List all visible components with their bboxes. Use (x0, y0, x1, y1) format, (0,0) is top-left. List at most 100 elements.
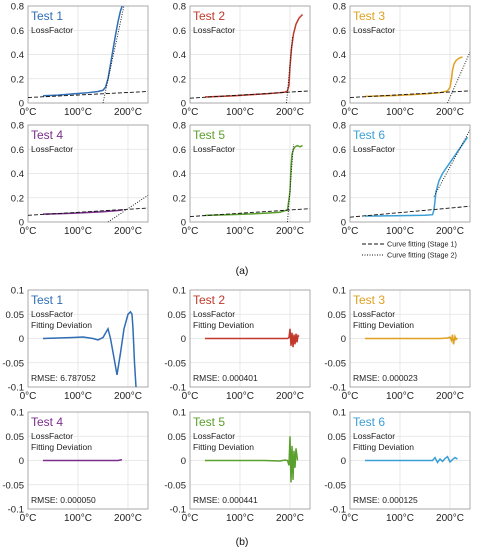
y-tick-label: 0 (181, 456, 186, 467)
y-tick-label: 0 (341, 99, 346, 110)
x-tick-label: 100°C (386, 226, 414, 237)
series-group (205, 436, 299, 483)
x-tick-label: 100°C (386, 107, 414, 118)
rmse-label: RMSE: 6.787052 (31, 373, 96, 383)
x-tick-label: 100°C (226, 226, 254, 237)
data-series-line (205, 436, 299, 483)
plot-frame (27, 411, 149, 510)
chart-label: Fitting Deviation (353, 442, 414, 452)
y-tick-label: 0 (341, 334, 346, 345)
rmse-label: RMSE: 0.000023 (353, 373, 418, 383)
fit-stage1-line (190, 90, 310, 99)
x-tick-label: 0°C (182, 513, 199, 524)
y-tick-label: -0.05 (2, 480, 24, 491)
y-tick-label: 0.2 (333, 193, 346, 204)
fit-stage1-line (28, 91, 148, 98)
legend-stage1-label: Curve fitting (Stage 1) (387, 240, 457, 249)
y-tick-label: 0.05 (328, 432, 347, 443)
chart-5: 0°C 100°C 200°C 0 0.2 0.4 0.6 0.8 Test 5 LossFact… (173, 121, 311, 237)
chart-title: Test 1 (31, 293, 63, 307)
x-tick-label: 200°C (276, 226, 304, 237)
chart-label: Fitting Deviation (353, 320, 414, 330)
y-tick-label: 0.1 (11, 286, 24, 297)
charts-layer: 0°C 100°C 200°C 0 0.2 0.4 0.6 0.8 Test 1 LossFact… (2, 2, 471, 524)
x-tick-label: 100°C (226, 391, 254, 402)
x-tick-label: 0°C (342, 107, 359, 118)
x-tick-label: 0°C (342, 391, 359, 402)
data-series-line (205, 328, 300, 348)
chart-title: Test 5 (193, 128, 225, 142)
x-tick-label: 0°C (182, 391, 199, 402)
plot-frame (189, 289, 311, 388)
chart-label: Fitting Deviation (31, 442, 92, 452)
y-tick-label: 0 (181, 218, 186, 229)
x-tick-label: 100°C (386, 513, 414, 524)
x-tick-label: 200°C (436, 513, 464, 524)
plot-frame (349, 411, 471, 510)
data-series-line (42, 6, 123, 97)
x-tick-label: 200°C (436, 226, 464, 237)
y-tick-label: 0.05 (6, 432, 25, 443)
y-tick-label: 0 (19, 456, 24, 467)
chart-title: Test 1 (31, 9, 63, 23)
x-tick-label: 0°C (20, 391, 37, 402)
plot-frame (189, 411, 311, 510)
chart-label: LossFactor (193, 144, 235, 154)
data-series-line (365, 455, 458, 464)
fit-stage2-line (107, 194, 148, 222)
y-tick-label: 0.2 (11, 193, 24, 204)
plot-frame (27, 5, 149, 104)
plot-frame (349, 124, 471, 223)
fit-stage2-line (433, 129, 470, 197)
y-tick-label: 0 (19, 99, 24, 110)
x-tick-label: 100°C (64, 107, 92, 118)
chart-label: LossFactor (31, 25, 73, 35)
fit-stage1-line (350, 205, 470, 218)
y-tick-label: 0.4 (11, 169, 24, 180)
series-group (365, 455, 458, 464)
y-tick-label: 0 (341, 456, 346, 467)
data-series-line (365, 136, 469, 217)
chart-title: Test 4 (31, 128, 63, 142)
y-tick-label: 0.05 (6, 310, 25, 321)
y-tick-label: 0.6 (333, 26, 346, 37)
x-tick-label: 0°C (182, 226, 199, 237)
y-tick-label: 0 (341, 218, 346, 229)
rmse-label: RMSE: 0.000050 (31, 495, 96, 505)
chart-4: 0°C 100°C 200°C 0 0.2 0.4 0.6 0.8 Test 4 LossFact… (11, 121, 149, 237)
data-series-line (365, 333, 459, 345)
chart-3: 0°C 100°C 200°C 0 0.2 0.4 0.6 0.8 Test 3 LossFact… (333, 2, 471, 118)
fit-stage2-line (447, 51, 470, 103)
rmse-label: RMSE: 0.000441 (193, 495, 258, 505)
series-group (365, 333, 459, 345)
caption-b: (b) (236, 536, 249, 548)
y-tick-label: 0.6 (11, 145, 24, 156)
x-tick-label: 0°C (342, 226, 359, 237)
x-tick-label: 100°C (64, 226, 92, 237)
x-tick-label: 0°C (342, 513, 359, 524)
y-tick-label: 0.6 (333, 145, 346, 156)
x-tick-label: 200°C (276, 107, 304, 118)
plot-frame (27, 124, 149, 223)
y-tick-label: 0.2 (173, 193, 186, 204)
y-tick-label: 0.4 (333, 169, 346, 180)
chart-8: 0°C 100°C 200°C -0.1 -0.05 0 0.05 0.1 Test 2 Loss… (164, 286, 311, 402)
x-tick-label: 200°C (436, 107, 464, 118)
data-series-line (204, 144, 303, 217)
y-tick-label: -0.05 (164, 480, 186, 491)
chart-label: LossFactor (31, 431, 73, 441)
chart-6: 0°C 100°C 200°C 0 0.2 0.4 0.6 0.8 Test 6 LossFact… (333, 121, 471, 237)
chart-title: Test 5 (193, 415, 225, 429)
plot-frame (189, 5, 311, 104)
x-tick-label: 200°C (114, 107, 142, 118)
y-tick-label: 0.4 (173, 50, 186, 61)
chart-label: LossFactor (353, 144, 395, 154)
plot-frame (349, 289, 471, 388)
chart-label: Fitting Deviation (193, 442, 254, 452)
y-tick-label: -0.1 (330, 383, 346, 394)
y-tick-label: 0.2 (333, 74, 346, 85)
x-tick-label: 200°C (276, 513, 304, 524)
chart-title: Test 2 (193, 9, 225, 23)
series-group (42, 310, 137, 387)
